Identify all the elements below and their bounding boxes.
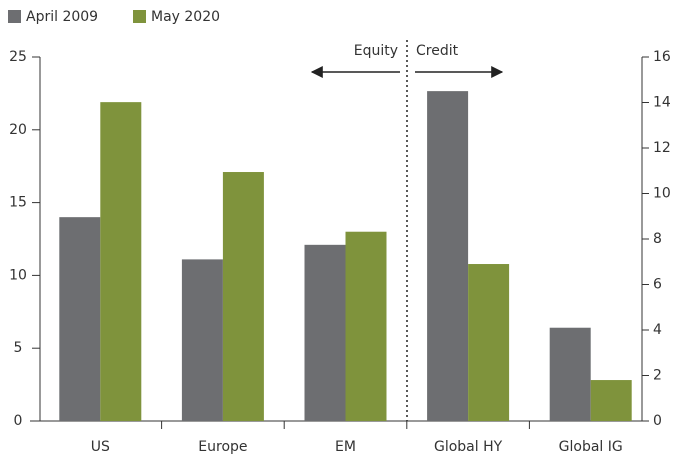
legend-swatch: [133, 10, 146, 23]
bar: [59, 217, 101, 421]
bar: [181, 259, 223, 421]
annotation: Credit: [416, 43, 459, 59]
legend-label: April 2009: [26, 9, 98, 25]
y2-tick-label: 6: [653, 277, 662, 293]
y-tick-label: 10: [9, 267, 27, 283]
bar: [590, 380, 632, 421]
y2-tick-label: 10: [653, 186, 671, 202]
y-tick-label: 25: [9, 49, 27, 65]
bar: [427, 91, 469, 421]
x-tick-label: Europe: [198, 439, 247, 455]
x-tick-label: US: [91, 439, 110, 455]
y2-tick-label: 2: [653, 368, 662, 384]
bar: [100, 102, 142, 422]
x-tick-label: Global HY: [434, 439, 503, 455]
x-tick-label: Global IG: [559, 439, 623, 455]
bar: [222, 172, 264, 421]
x-tick-label: EM: [335, 439, 356, 455]
bar: [468, 264, 510, 421]
y-tick-label: 15: [9, 195, 27, 211]
y2-tick-label: 8: [653, 231, 662, 247]
bar: [549, 327, 591, 421]
bar: [304, 244, 346, 421]
y-tick-label: 5: [14, 340, 23, 356]
y-tick-label: 0: [14, 413, 23, 429]
y2-tick-label: 16: [653, 49, 671, 65]
y2-tick-label: 0: [653, 413, 662, 429]
bar: [345, 231, 387, 421]
y2-tick-label: 12: [653, 140, 671, 156]
legend-swatch: [8, 10, 21, 23]
annotation: Equity: [354, 43, 398, 59]
y2-tick-label: 14: [653, 95, 671, 111]
legend-label: May 2020: [151, 9, 220, 25]
y2-tick-label: 4: [653, 322, 662, 338]
y-tick-label: 20: [9, 122, 27, 138]
